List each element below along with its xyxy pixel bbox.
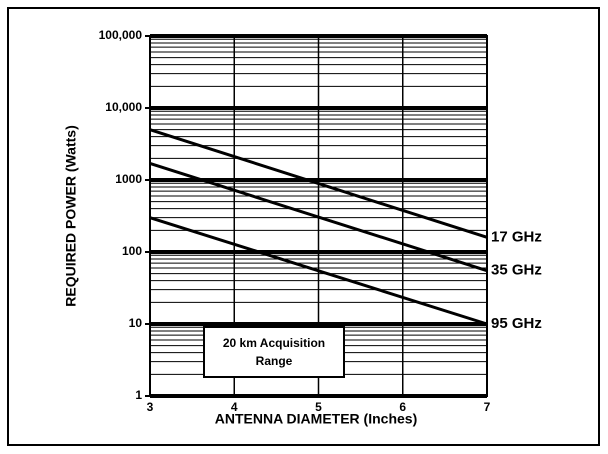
y-tick-label: 10 — [129, 316, 143, 330]
y-tick-label: 100 — [122, 244, 142, 258]
frame — [7, 7, 600, 446]
series-line — [149, 128, 488, 239]
y-tick-label: 1000 — [115, 172, 142, 186]
series-label: 35 GHz — [491, 262, 542, 279]
y-axis-label: REQUIRED POWER (Watts) — [63, 125, 79, 306]
annotation: 20 km Acquisition Range — [203, 326, 345, 378]
series-label: 17 GHz — [491, 228, 542, 245]
series-line — [149, 161, 488, 273]
y-tick-label: 100,000 — [99, 28, 143, 42]
y-tick-label: 1 — [135, 388, 142, 402]
x-tick-label: 4 — [231, 400, 238, 414]
x-tick-label: 5 — [315, 400, 322, 414]
plot-border — [149, 35, 488, 397]
series-line — [149, 216, 488, 326]
series-label: 95 GHz — [491, 315, 542, 332]
x-tick-label: 3 — [147, 400, 154, 414]
y-tick-label: 10,000 — [105, 100, 142, 114]
x-axis-label: ANTENNA DIAMETER (Inches) — [215, 411, 418, 427]
x-tick-label: 6 — [399, 400, 406, 414]
x-tick-label: 7 — [484, 400, 491, 414]
